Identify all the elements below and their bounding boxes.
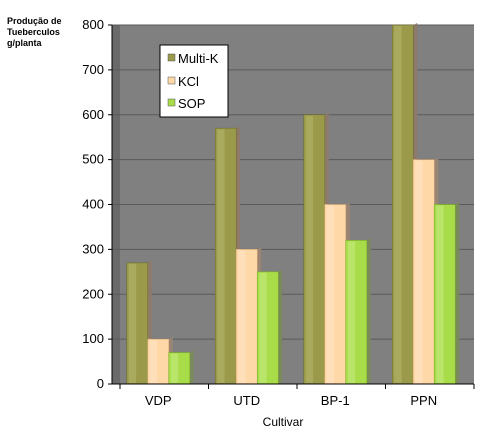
y-tick-label: 300 — [82, 241, 104, 256]
y-axis-title-line-2: Tueberculos — [7, 27, 60, 37]
bar-highlight-multi-k-utd — [217, 129, 225, 383]
bar-highlight-kcl-vdp — [149, 340, 158, 383]
bar-highlight-multi-k-ppn — [394, 26, 402, 383]
legend-label-multi-k: Multi-K — [178, 51, 219, 66]
bar-highlight-multi-k-bp-1 — [305, 115, 314, 383]
bar-side-sop-ppn — [455, 202, 460, 384]
bar-side-sop-bp-1 — [366, 238, 371, 384]
x-tick-label-vdp: VDP — [145, 393, 172, 408]
bar-highlight-sop-ppn — [436, 205, 444, 383]
y-axis-title-line-1: Produção de — [7, 16, 62, 26]
legend-swatch-multi-k — [167, 53, 176, 62]
y-tick-label: 800 — [82, 17, 104, 32]
bar-highlight-sop-bp-1 — [347, 241, 356, 383]
bar-side-sop-utd — [278, 269, 283, 384]
bar-highlight-kcl-ppn — [415, 160, 423, 383]
y-tick-label: 100 — [82, 331, 104, 346]
legend-swatch-kcl — [167, 76, 176, 85]
y-tick-label: 600 — [82, 107, 104, 122]
bar-highlight-sop-vdp — [170, 353, 179, 383]
legend-swatch-sop — [167, 98, 176, 107]
x-axis-title: Cultivar — [263, 415, 304, 429]
bar-highlight-kcl-utd — [238, 250, 246, 383]
x-tick-label-utd: UTD — [233, 393, 260, 408]
x-tick-label-ppn: PPN — [410, 393, 437, 408]
x-tick-label-bp-1: BP-1 — [321, 393, 350, 408]
y-tick-label: 0 — [97, 376, 104, 391]
y-tick-label: 400 — [82, 197, 104, 212]
bar-side-sop-vdp — [189, 350, 194, 384]
bar-highlight-kcl-bp-1 — [326, 205, 335, 383]
bar-highlight-sop-utd — [259, 272, 267, 383]
axes: 0 100 200 300 400 500 600 700 800 VDP UTD BP-1 PPN — [82, 17, 475, 408]
legend-label-kcl: KCl — [178, 74, 199, 89]
y-axis-title-line-3: g/planta — [7, 38, 42, 48]
y-tick-label: 200 — [82, 286, 104, 301]
y-tick-label: 500 — [82, 152, 104, 167]
legend-label-sop: SOP — [178, 96, 205, 111]
y-tick-label: 700 — [82, 62, 104, 77]
legend: Multi-K KCl SOP — [159, 44, 229, 118]
bars — [126, 23, 460, 385]
bar-highlight-multi-k-vdp — [128, 263, 137, 383]
